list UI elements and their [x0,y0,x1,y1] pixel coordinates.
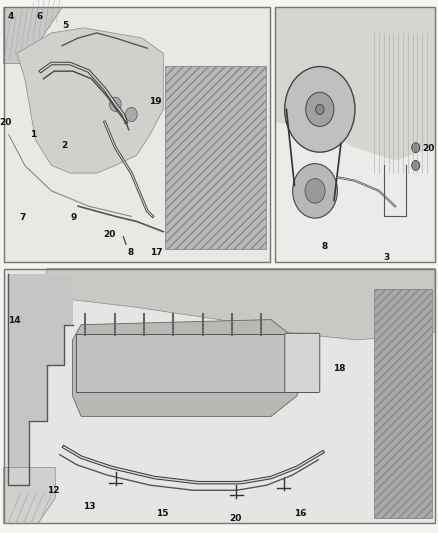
Text: 20: 20 [0,118,12,127]
Text: 18: 18 [333,364,346,373]
Text: 12: 12 [47,486,60,495]
Text: 9: 9 [70,213,77,222]
Text: 20: 20 [230,514,242,523]
Circle shape [293,164,337,218]
Text: 8: 8 [127,248,134,257]
Text: 14: 14 [8,316,21,325]
Text: 3: 3 [384,253,390,262]
Text: 2: 2 [61,141,67,150]
FancyBboxPatch shape [275,7,435,262]
Text: 1: 1 [30,131,36,139]
Polygon shape [275,7,435,160]
Circle shape [412,160,420,170]
Text: 4: 4 [8,12,14,21]
Polygon shape [4,467,55,523]
Circle shape [110,97,121,111]
FancyBboxPatch shape [285,333,320,392]
Text: 17: 17 [150,248,163,257]
Circle shape [305,179,325,203]
Polygon shape [73,320,305,416]
Circle shape [412,143,420,152]
Text: 7: 7 [19,213,26,222]
Circle shape [306,92,334,126]
FancyBboxPatch shape [4,269,435,523]
Text: 5: 5 [62,21,68,30]
Polygon shape [8,274,73,485]
Text: 6: 6 [36,12,42,21]
Text: 19: 19 [149,97,162,106]
FancyBboxPatch shape [4,7,270,262]
Circle shape [285,67,355,152]
Circle shape [316,104,324,115]
Text: 13: 13 [83,502,95,511]
FancyBboxPatch shape [165,66,266,249]
Polygon shape [4,7,62,63]
FancyBboxPatch shape [374,289,432,518]
Text: 15: 15 [156,509,169,518]
Text: 16: 16 [294,509,307,518]
Text: 20: 20 [103,230,116,239]
Text: 8: 8 [321,242,328,251]
FancyBboxPatch shape [76,334,293,392]
Polygon shape [47,269,435,340]
Circle shape [125,107,137,122]
Text: 20: 20 [422,144,434,154]
Polygon shape [17,28,163,173]
